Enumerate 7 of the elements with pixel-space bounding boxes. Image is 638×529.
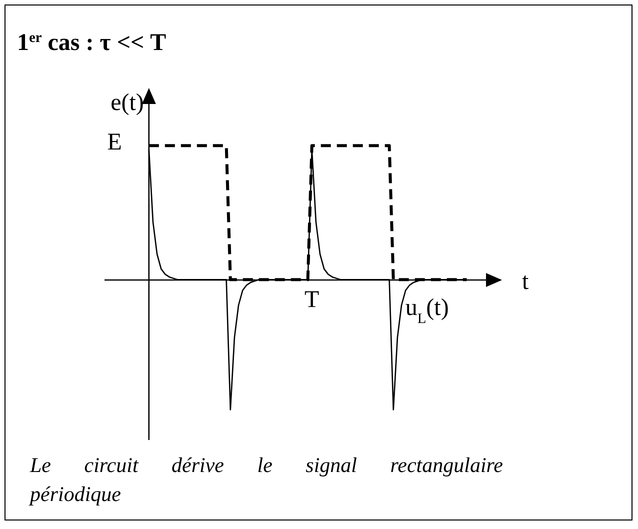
- y-axis-title: e(t): [110, 90, 144, 116]
- x-axis-title: t: [522, 269, 529, 295]
- text: E: [107, 130, 122, 156]
- text: Le circuit dérive le signal rectangulaire périodique: [28, 453, 504, 506]
- chart-title: 1$^{er}$ cas : τ << T: [17, 30, 166, 56]
- series-label: u$_{L}$(t): [405, 295, 449, 327]
- annotation: T: [304, 287, 320, 313]
